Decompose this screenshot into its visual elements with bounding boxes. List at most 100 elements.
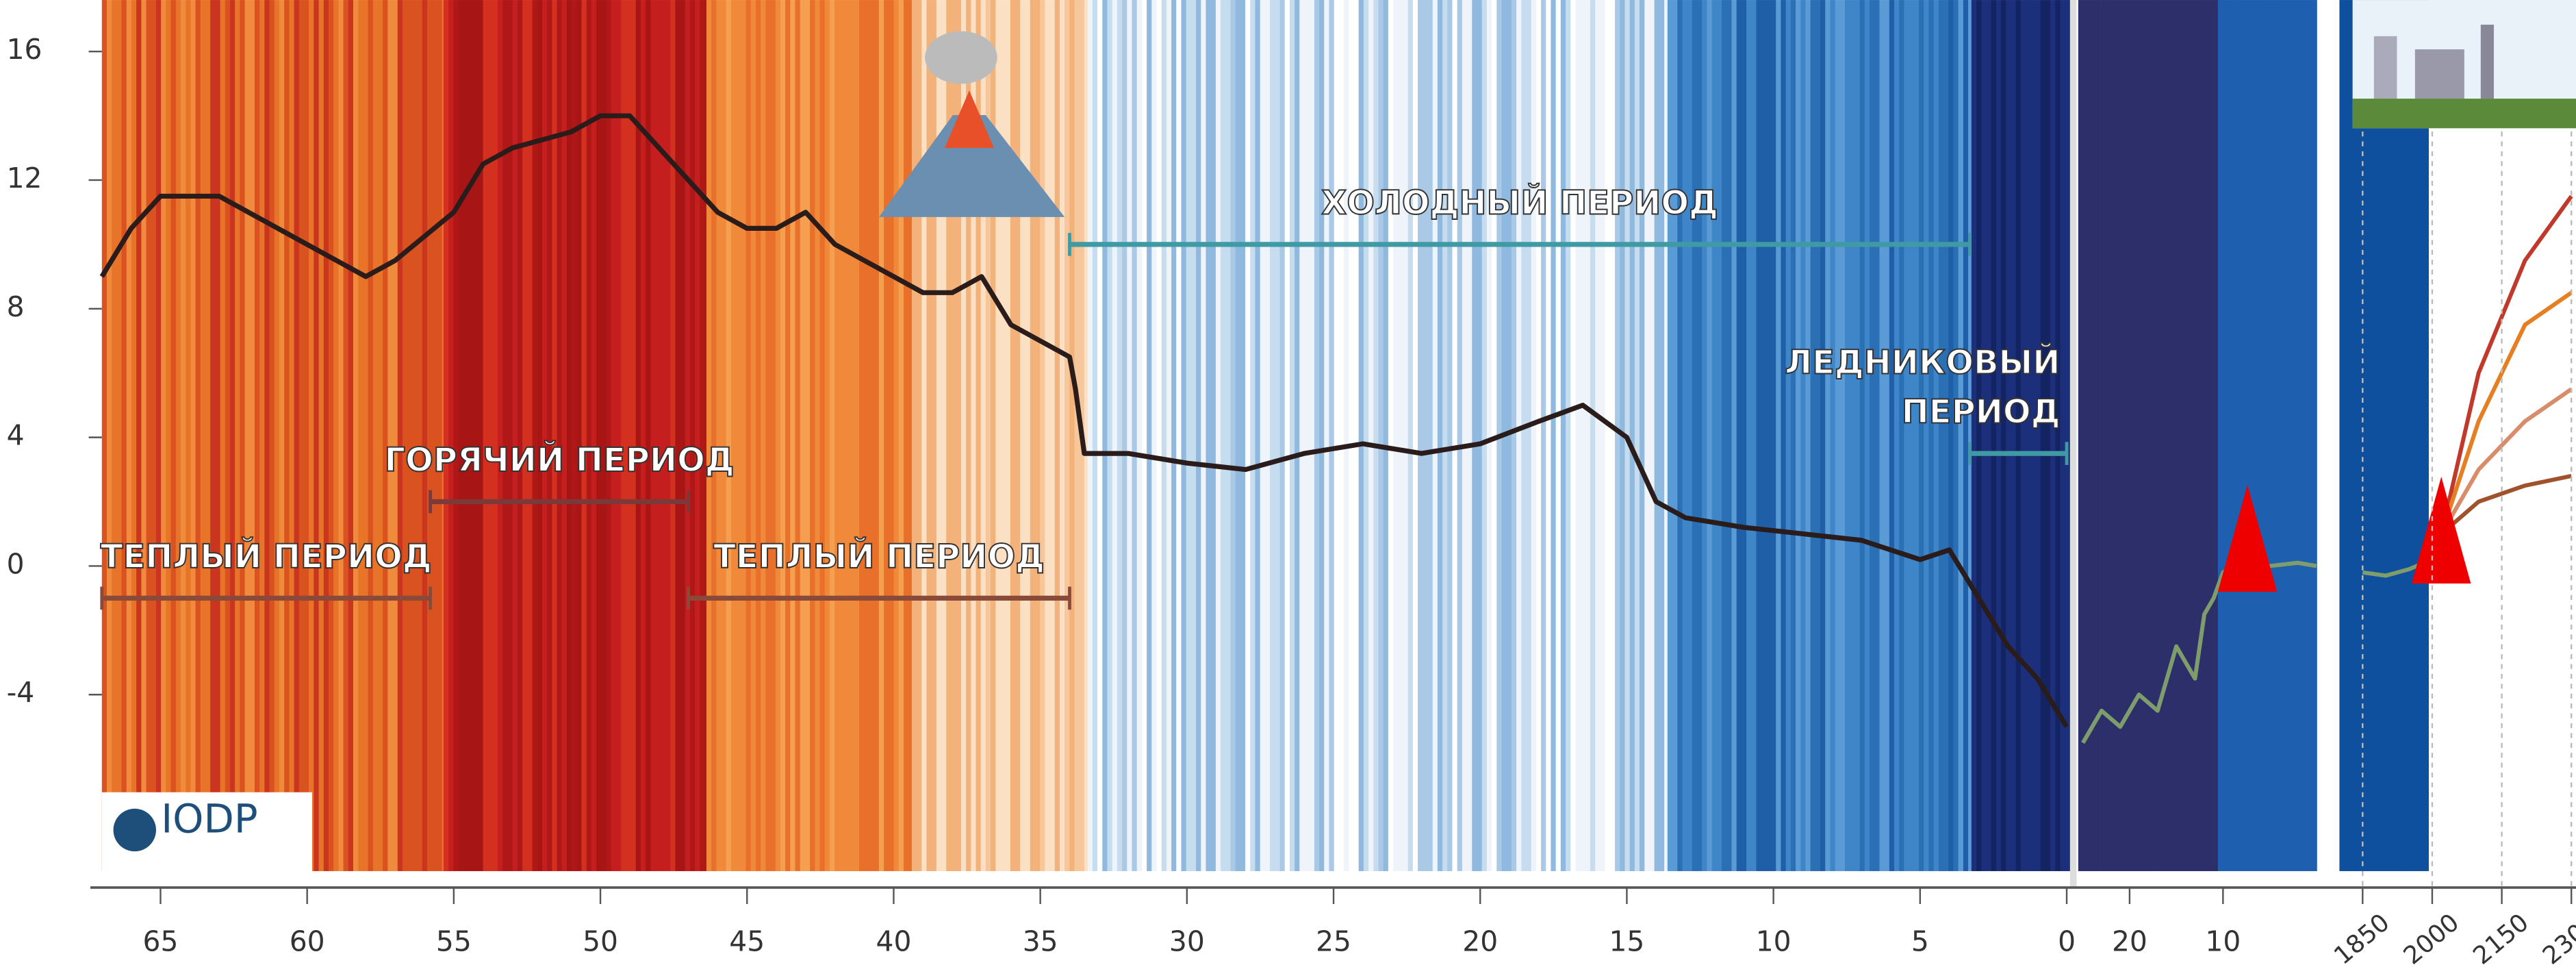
x-tick-label: 55 bbox=[436, 925, 472, 958]
stripe bbox=[776, 0, 781, 871]
period-label: ТЕПЛЫЙ ПЕРИОД bbox=[101, 537, 432, 576]
stripe bbox=[1811, 0, 1816, 871]
stripe bbox=[1697, 0, 1703, 871]
stripe bbox=[820, 0, 826, 871]
stripe bbox=[235, 0, 240, 871]
x-tick-label: 20 bbox=[1462, 925, 1498, 958]
stripe bbox=[1692, 0, 1698, 871]
stripe bbox=[250, 0, 255, 871]
stripe bbox=[1373, 0, 1379, 871]
stripe bbox=[2267, 0, 2273, 871]
stripe bbox=[1726, 0, 1732, 871]
stripe bbox=[2211, 0, 2217, 871]
stripe bbox=[2026, 0, 2031, 871]
x-tick-label: 10 bbox=[1756, 925, 1791, 958]
stripe bbox=[2202, 0, 2207, 871]
stripe bbox=[2142, 0, 2147, 871]
stripe bbox=[1020, 0, 1025, 871]
stripe bbox=[127, 0, 132, 871]
stripe bbox=[859, 0, 865, 871]
stripe bbox=[1166, 0, 1172, 871]
stripe bbox=[190, 0, 196, 871]
stripe bbox=[1035, 0, 1041, 871]
x-tick-label: 50 bbox=[583, 925, 618, 958]
stripe bbox=[650, 0, 656, 871]
stripe bbox=[1677, 0, 1683, 871]
stripe bbox=[936, 0, 942, 871]
stripe bbox=[2137, 0, 2143, 871]
stripe bbox=[1516, 0, 1522, 871]
stripe bbox=[2247, 0, 2253, 871]
stripe bbox=[1570, 0, 1576, 871]
stripe bbox=[1512, 0, 1517, 871]
stripe bbox=[795, 0, 801, 871]
stripe bbox=[2147, 0, 2153, 871]
stripe bbox=[264, 0, 270, 871]
stripe bbox=[1157, 0, 1162, 871]
stripe bbox=[407, 0, 413, 871]
stripe bbox=[726, 0, 732, 871]
stripe bbox=[1398, 0, 1403, 871]
stripe bbox=[1722, 0, 1727, 871]
stripe bbox=[1015, 0, 1021, 871]
stripe bbox=[161, 0, 166, 871]
stripe bbox=[1981, 0, 1987, 871]
y-tick-label: 12 bbox=[7, 162, 42, 195]
x-tick-label: 65 bbox=[143, 925, 179, 958]
stripe bbox=[2030, 0, 2036, 871]
stripe bbox=[294, 0, 300, 871]
stripe bbox=[552, 0, 557, 871]
stripe bbox=[1972, 0, 1977, 871]
stripe bbox=[171, 0, 177, 871]
stripe bbox=[1064, 0, 1070, 871]
stripe bbox=[1447, 0, 1453, 871]
stripe bbox=[1221, 0, 1226, 871]
stripe bbox=[1521, 0, 1527, 871]
stripe bbox=[741, 0, 746, 871]
stripe bbox=[1746, 0, 1752, 871]
stripe bbox=[176, 0, 181, 871]
stripe bbox=[631, 0, 637, 871]
stripe bbox=[240, 0, 245, 871]
stripe bbox=[1742, 0, 1747, 871]
period-label: ХОЛОДНЫЙ ПЕРИОД bbox=[1321, 183, 1718, 222]
stripe bbox=[2011, 0, 2016, 871]
stripe bbox=[1427, 0, 1433, 871]
stripe bbox=[1959, 0, 1964, 871]
stripe bbox=[1433, 0, 1438, 871]
stripe bbox=[716, 0, 722, 871]
stripe bbox=[2117, 0, 2123, 871]
stripe bbox=[131, 0, 137, 871]
stripe bbox=[1751, 0, 1757, 871]
stripe bbox=[656, 0, 661, 871]
stripe bbox=[1186, 0, 1192, 871]
stripe bbox=[1265, 0, 1271, 871]
stripe bbox=[1644, 0, 1650, 871]
stripe bbox=[181, 0, 186, 871]
stripe bbox=[1006, 0, 1011, 871]
stripe bbox=[1403, 0, 1408, 871]
stripe bbox=[1546, 0, 1551, 871]
stripe bbox=[1137, 0, 1143, 871]
stripe bbox=[1324, 0, 1329, 871]
stripe bbox=[695, 0, 700, 871]
stripe bbox=[611, 0, 617, 871]
stripe bbox=[284, 0, 290, 871]
stripe bbox=[1030, 0, 1036, 871]
stripe bbox=[1216, 0, 1221, 871]
stripe bbox=[1776, 0, 1781, 871]
stripe bbox=[289, 0, 294, 871]
stripe bbox=[761, 0, 766, 871]
stripe bbox=[874, 0, 880, 871]
stripe bbox=[1879, 0, 1885, 871]
stripe bbox=[1423, 0, 1428, 871]
stripe bbox=[1986, 0, 1991, 871]
stripe bbox=[1275, 0, 1280, 871]
stripe bbox=[1655, 0, 1660, 871]
y-tick-label: -4 bbox=[7, 676, 35, 709]
stripe bbox=[1050, 0, 1056, 871]
stripe bbox=[522, 0, 528, 871]
page: IODP -4048121665605550454035302520151050… bbox=[0, 0, 2576, 978]
stripe bbox=[2232, 0, 2238, 871]
stripe bbox=[1452, 0, 1457, 871]
